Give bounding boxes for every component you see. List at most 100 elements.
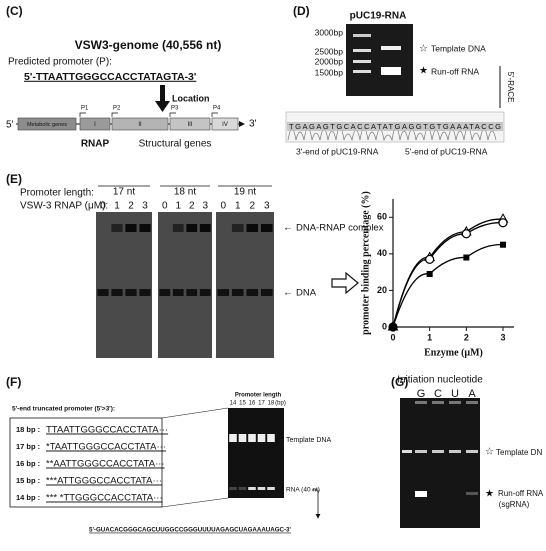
band — [267, 434, 275, 442]
row-sequence: **AATTGGGCCACCTATA··· — [46, 459, 165, 470]
truncation-header: 5'-end truncated promoter (5'>3'): — [12, 406, 115, 413]
star-open: ☆ — [485, 447, 494, 458]
band — [415, 491, 427, 497]
band — [111, 224, 123, 232]
gel-lane-group — [96, 212, 152, 358]
region-label: III — [187, 122, 192, 128]
row-length: 14 bp : — [16, 493, 40, 502]
gene-block — [79, 117, 111, 131]
promoter-name: P4 — [213, 106, 221, 112]
lane-label: 18 — [268, 401, 275, 407]
x-tick-label: 0 — [390, 332, 395, 342]
rnap-label: VSW-3 RNAP (μM): — [20, 201, 108, 212]
y-tick-label: 40 — [377, 248, 387, 258]
band — [415, 401, 427, 404]
rna-label: RNA (40 nt) — [286, 487, 320, 494]
lane-label: 2 — [249, 201, 255, 212]
ladder-label: 1500bp — [315, 67, 344, 77]
connector — [161, 407, 229, 508]
x-tick-label: 2 — [464, 332, 469, 342]
metabolic-label: Metabolic genes — [27, 122, 67, 128]
y-axis-label: promoter binding percentage (%) — [360, 191, 371, 335]
point — [425, 254, 435, 264]
template-label: Template DNA — [286, 437, 331, 444]
star-filled: ★ — [485, 489, 494, 500]
rnap-label: RNAP — [81, 139, 110, 150]
band — [125, 224, 137, 232]
gel-title: Initiation nucleotide — [397, 375, 483, 386]
complex-label: ← — [283, 223, 293, 234]
x-tick-label: 1 — [427, 332, 432, 342]
runoff-label: Run-off RNA — [498, 489, 544, 498]
template-label: Template DN — [496, 448, 542, 457]
promoter-length: 17 nt — [113, 187, 135, 198]
series-line — [392, 244, 504, 328]
row-length: 18 bp : — [16, 425, 40, 434]
band — [466, 450, 478, 453]
promoter-length: 19 nt — [234, 187, 256, 198]
ladder-label: 2500bp — [315, 46, 344, 56]
band — [449, 401, 461, 404]
band — [186, 224, 198, 232]
y-tick-label: 0 — [382, 321, 387, 331]
band — [260, 289, 273, 296]
star-open: ☆ — [419, 44, 428, 55]
band — [257, 487, 266, 490]
panel-label: (C) — [6, 4, 23, 18]
ladder-label: 2000bp — [315, 56, 344, 66]
band — [381, 46, 401, 50]
gel-title: Promoter length — [235, 393, 282, 399]
promoter-marks — [79, 112, 218, 117]
arrow — [160, 85, 165, 102]
gel — [228, 408, 284, 498]
rna-arrow — [312, 489, 321, 519]
point — [463, 254, 470, 261]
point — [461, 229, 471, 239]
arrow — [155, 101, 170, 112]
gene-block — [211, 117, 239, 131]
metabolic-block — [17, 117, 77, 131]
band — [402, 450, 412, 453]
gel-title: pUC19-RNA — [350, 11, 407, 22]
row-length: 16 bp : — [16, 459, 40, 468]
lane-label: 2 — [189, 201, 195, 212]
gel-e: 17 nt0 1 2 318 nt0 1 2 319 nt0 1 2 3 — [96, 185, 274, 358]
band — [432, 401, 444, 404]
region-label: II — [138, 122, 142, 128]
panel-label: (E) — [6, 172, 22, 186]
row-length: 15 bp : — [16, 476, 40, 485]
gel-f: 14 15 16 17 18 (bp) — [229, 401, 286, 490]
band — [217, 289, 230, 296]
lane-label: 14 — [230, 401, 237, 407]
promoter-name: P1 — [81, 106, 89, 112]
panel-label: (G) — [391, 375, 408, 389]
band — [257, 434, 266, 442]
three-prime: 3' — [249, 119, 257, 130]
band — [172, 224, 184, 232]
band — [353, 34, 371, 37]
truncation-box — [9, 417, 163, 508]
promoter-name: P2 — [113, 106, 121, 112]
point — [390, 324, 396, 330]
band — [466, 401, 478, 404]
ladder-label: 3000bp — [315, 27, 344, 37]
band — [449, 450, 461, 453]
series-line — [392, 222, 504, 328]
region-label: IV — [222, 122, 228, 128]
band — [260, 224, 273, 232]
band — [199, 224, 211, 232]
band — [231, 289, 244, 296]
band — [267, 487, 275, 490]
y-tick-label: 20 — [377, 285, 387, 295]
promoter-seq: 5'-TTAATTGGGCCACCTATAGTA-3' — [24, 71, 196, 83]
lane-label: 0 — [220, 201, 226, 212]
band — [246, 224, 259, 232]
lane-label: C — [434, 388, 442, 400]
x-axis-label: Enzyme (μM) — [424, 347, 483, 358]
lane-label: 15 — [239, 401, 246, 407]
band — [97, 289, 109, 296]
truncation-rows: 18 bp : TTAATTGGGCCACCTATA··· 17 bp : *TAAT… — [16, 425, 168, 504]
band — [248, 434, 256, 442]
band — [246, 289, 259, 296]
